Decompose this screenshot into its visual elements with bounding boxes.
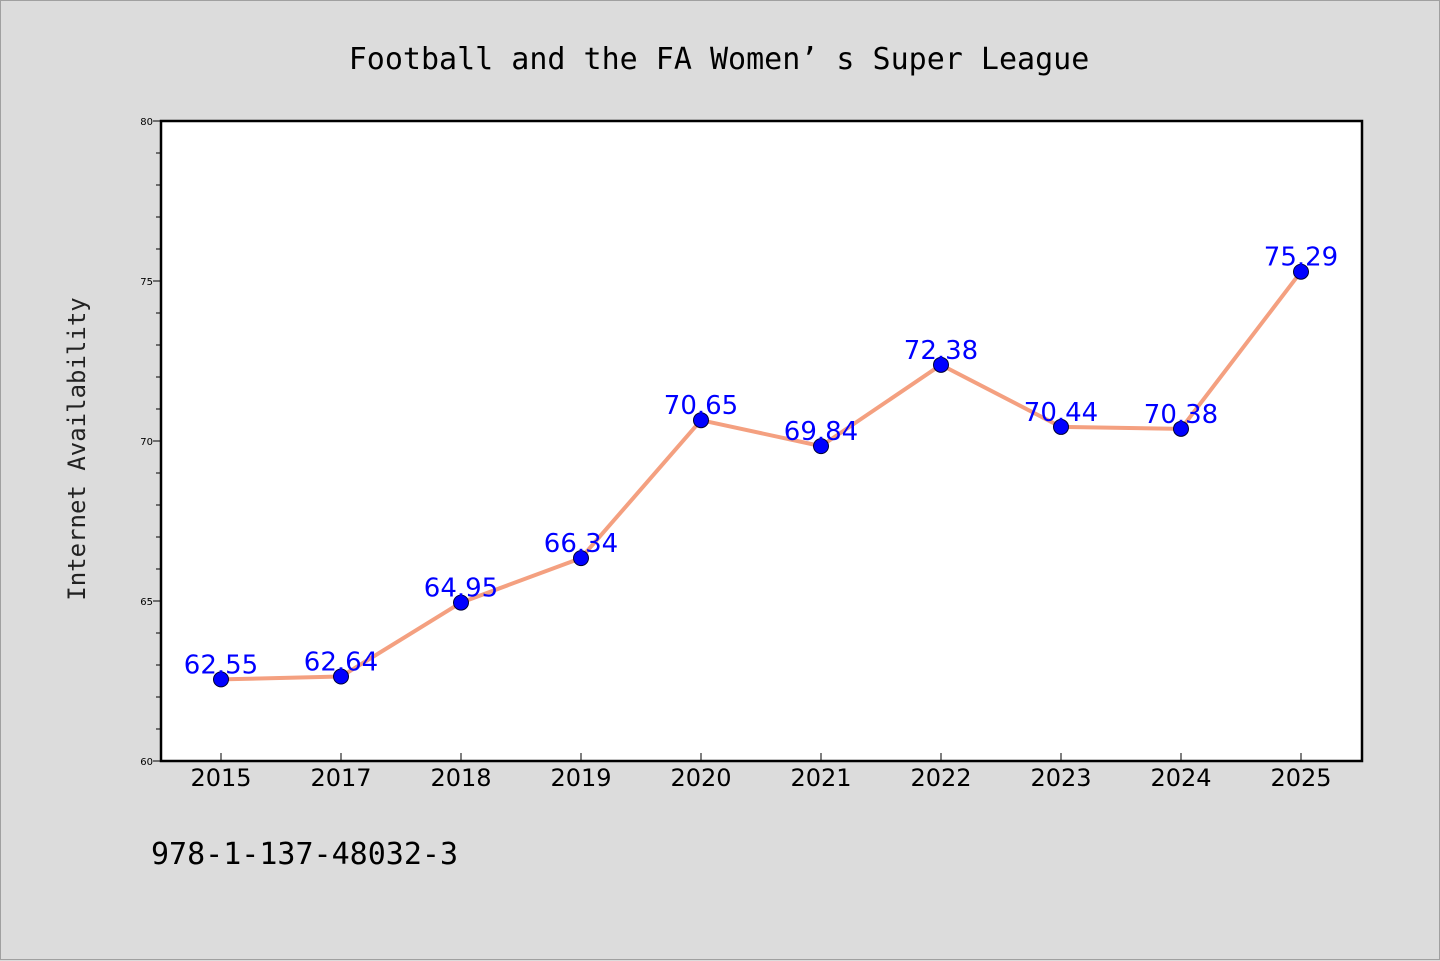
x-tick-label: 2024 [1150,764,1211,792]
data-point [333,668,349,685]
series-polyline [219,269,1303,682]
x-tick-label: 2023 [1030,764,1091,792]
data-label: 75.29 [1264,243,1338,273]
plot-area [159,119,1364,763]
series-line [213,263,1309,688]
x-tick-label: 2015 [190,764,251,792]
data-point [213,671,229,688]
x-tick-label: 2022 [910,764,971,792]
x-tick-label: 2019 [550,764,611,792]
data-point [573,550,589,567]
data-labels: 62.55 62.64 64.95 66.34 70.65 69.84 72.38 70.44… [184,243,1338,681]
y-axis-ticks: 60 65 70 75 80 [140,117,161,768]
data-point [933,356,949,373]
data-label: 64.95 [424,574,498,604]
x-tick-label: 2025 [1270,764,1331,792]
data-point [1173,420,1189,437]
data-label: 62.55 [184,650,258,680]
data-point [1293,263,1309,280]
x-axis-ticks: 2015 2017 2018 2019 2020 2021 2022 2023 2024 2025 [190,753,1332,792]
data-label: 66.34 [544,529,618,559]
chart-title: Football and the FA Women’ s Super Leagu… [349,42,1090,77]
data-label: 62.64 [304,648,378,678]
x-tick-label: 2021 [790,764,851,792]
data-label: 70.44 [1024,398,1098,428]
data-point [1053,418,1069,435]
y-tick-label: 65 [140,597,153,608]
data-point [693,412,709,429]
x-tick-label: 2017 [310,764,371,792]
data-label: 69.84 [784,417,858,447]
data-point [813,438,829,455]
x-tick-label: 2018 [430,764,491,792]
data-label: 70.65 [664,391,738,421]
x-tick-label: 2020 [670,764,731,792]
y-tick-label: 80 [140,117,153,128]
data-label: 70.38 [1144,400,1218,430]
data-label: 72.38 [904,336,978,366]
data-point [453,594,469,611]
y-axis-label: Internet Availability [63,297,91,600]
y-tick-label: 70 [140,437,153,448]
y-tick-label: 75 [140,277,153,288]
y-tick-label: 60 [140,757,153,768]
isbn-code: 978-1-137-48032-3 [151,837,458,872]
